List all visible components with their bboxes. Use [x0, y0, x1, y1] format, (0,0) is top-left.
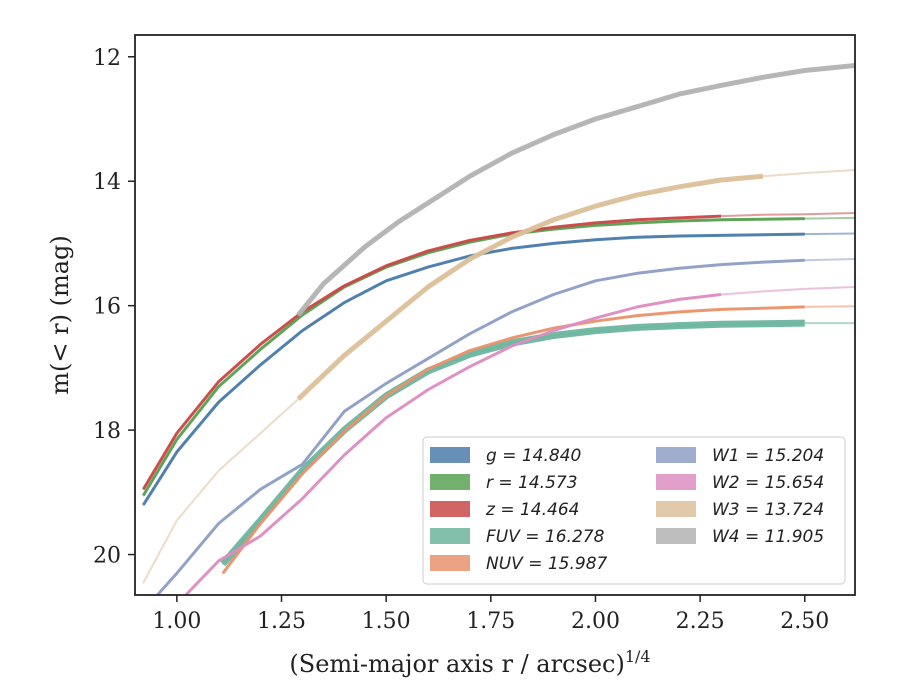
x-tick-label: 2.25	[676, 609, 725, 634]
x-tick-label: 2.00	[571, 609, 620, 634]
series-line	[142, 217, 805, 497]
legend-swatch	[430, 501, 470, 517]
legend-entry: W3 = 13.724	[656, 500, 824, 520]
y-tick-label: 18	[93, 419, 121, 444]
y-tick-label: 16	[93, 295, 121, 320]
y-axis-label: m(< r) (mag)	[46, 235, 74, 394]
legend-label: W1 = 15.204	[712, 446, 824, 466]
legend-entry: W4 = 11.905	[656, 527, 824, 547]
legend-entry: FUV = 16.278	[430, 527, 605, 547]
x-tick-label: 2.50	[780, 609, 829, 634]
legend-label: g = 14.840	[486, 446, 581, 466]
series-line	[155, 258, 805, 595]
legend-label: W3 = 13.724	[712, 500, 824, 520]
legend-label: NUV = 15.987	[486, 554, 608, 574]
series-line	[296, 173, 764, 401]
series-line	[142, 232, 805, 506]
series-1	[142, 216, 855, 497]
legend-swatch	[430, 447, 470, 463]
series-line	[296, 63, 855, 317]
legend-entry: g = 14.840	[430, 446, 581, 466]
x-axis-ticks: 1.00 1.25 1.50 1.75 2.00 2.25 2.50	[152, 595, 829, 634]
series-line-faint	[297, 64, 855, 316]
legend-entry: z = 14.464	[430, 500, 579, 520]
series-4	[221, 305, 855, 575]
series-line	[142, 214, 722, 490]
y-axis-ticks: 12 14 16 18 20	[93, 46, 135, 569]
series-line	[220, 319, 805, 567]
x-axis-label-main: (Semi-major axis r / arcsec)	[289, 650, 624, 678]
x-axis-label-sup: 1/4	[625, 647, 651, 666]
series-6	[183, 286, 855, 595]
series-0	[142, 232, 855, 506]
legend-box	[422, 436, 846, 585]
legend-label: z = 14.464	[485, 500, 579, 520]
y-tick-label: 20	[93, 544, 121, 569]
x-tick-label: 1.00	[152, 609, 201, 634]
y-tick-label: 14	[93, 170, 121, 195]
legend-label: W4 = 11.905	[712, 527, 824, 547]
legend-swatch	[430, 528, 470, 544]
legend-swatch	[656, 447, 696, 463]
legend-swatch	[656, 474, 696, 490]
legend-entry: NUV = 15.987	[430, 554, 608, 574]
series-5	[155, 258, 855, 595]
legend: g = 14.840 r = 14.573 z = 14.464 FUV = 16.2…	[422, 436, 846, 585]
plot-frame	[134, 34, 856, 596]
legend-swatch	[656, 528, 696, 544]
legend-entry: W1 = 15.204	[656, 446, 824, 466]
series-2	[142, 212, 855, 491]
series-layer	[142, 63, 855, 595]
legend-swatch	[430, 555, 470, 571]
x-tick-label: 1.75	[466, 609, 515, 634]
legend-label: FUV = 16.278	[486, 527, 605, 547]
x-axis-label: (Semi-major axis r / arcsec)1/4	[289, 647, 650, 678]
y-tick-label: 12	[93, 46, 121, 71]
legend-entry: r = 14.573	[430, 473, 578, 493]
series-7	[142, 169, 855, 584]
series-line	[221, 305, 805, 575]
legend-label: r = 14.573	[486, 473, 578, 493]
legend-label: W2 = 15.654	[712, 473, 824, 493]
series-8	[296, 63, 855, 317]
series-line	[183, 293, 722, 595]
legend-items: g = 14.840 r = 14.573 z = 14.464 FUV = 16.2…	[430, 446, 824, 574]
legend-entry: W2 = 15.654	[656, 473, 824, 493]
legend-swatch	[656, 501, 696, 517]
x-tick-label: 1.50	[362, 609, 411, 634]
legend-swatch	[430, 474, 470, 490]
x-tick-label: 1.25	[257, 609, 306, 634]
